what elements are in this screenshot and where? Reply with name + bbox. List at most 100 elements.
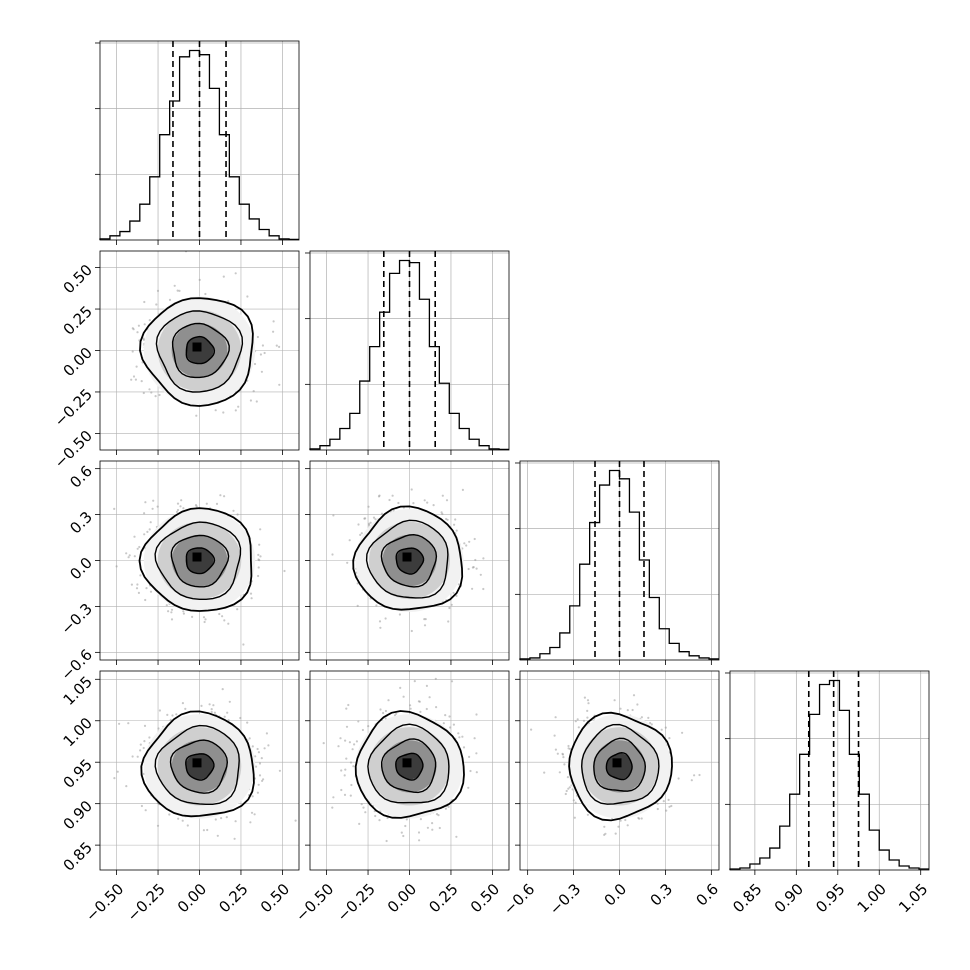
scatter-point — [405, 818, 408, 821]
scatter-point — [157, 727, 160, 730]
scatter-point — [177, 817, 180, 820]
scatter-point — [171, 714, 174, 717]
scatter-point — [576, 718, 579, 721]
scatter-point — [144, 501, 147, 504]
panel-frame — [729, 670, 930, 871]
scatter-point — [344, 768, 347, 771]
scatter-point — [457, 583, 460, 586]
scatter-point — [553, 734, 556, 737]
scatter-point — [455, 835, 458, 838]
scatter-point — [343, 793, 347, 797]
y-tick-label: 1.00 — [60, 714, 96, 750]
scatter-point — [447, 620, 450, 623]
scatter-point — [356, 582, 359, 585]
x-tick-label: 0.90 — [771, 880, 807, 916]
scatter-point — [222, 411, 225, 414]
scatter-point — [125, 552, 128, 555]
scatter-point — [424, 618, 427, 621]
scatter-point — [441, 494, 444, 497]
contour-line — [395, 547, 425, 575]
scatter-point — [444, 714, 447, 717]
scatter-point — [582, 719, 586, 723]
scatter-point — [567, 744, 570, 748]
contour-line — [580, 723, 660, 805]
scatter-point — [234, 820, 237, 823]
scatter-point — [261, 344, 264, 347]
scatter-point — [391, 494, 394, 497]
scatter-point — [463, 542, 466, 545]
scatter-point — [452, 723, 455, 726]
scatter-point — [179, 505, 182, 508]
joint-panel-p1-p3 — [95, 460, 300, 665]
scatter-point — [127, 722, 130, 725]
scatter-point — [223, 619, 226, 622]
x-tick-label: −0.6 — [500, 880, 538, 918]
scatter-point — [136, 755, 139, 758]
scatter-point — [577, 726, 580, 729]
scatter-point — [397, 501, 400, 505]
scatter-point — [242, 643, 245, 646]
scatter-point — [450, 680, 454, 683]
scatter-point — [182, 610, 185, 613]
x-tick-label: 1.00 — [854, 880, 890, 916]
scatter-point — [259, 353, 262, 356]
scatter-point — [133, 555, 136, 558]
scatter-point — [604, 832, 607, 835]
scatter-point — [144, 809, 147, 812]
scatter-point — [170, 608, 174, 611]
density-peak — [402, 758, 412, 768]
scatter-point — [180, 499, 183, 502]
scatter-point — [412, 502, 415, 505]
scatter-point — [258, 543, 261, 546]
scatter-point — [258, 762, 262, 765]
scatter-point — [167, 610, 170, 613]
scatter-point — [250, 811, 254, 814]
scatter-point — [461, 488, 464, 491]
y-tick-label: −0.25 — [51, 385, 96, 430]
scatter-point — [136, 331, 139, 334]
scatter-point — [259, 555, 262, 558]
scatter-point — [234, 272, 237, 275]
joint-content — [520, 671, 719, 870]
scatter-point — [133, 535, 136, 538]
scatter-point — [563, 763, 566, 766]
scatter-point — [278, 769, 281, 772]
scatter-point — [409, 704, 412, 707]
scatter-point — [254, 755, 257, 758]
scatter-point — [234, 409, 237, 412]
scatter-point — [482, 587, 485, 591]
scatter-point — [198, 278, 201, 281]
scatter-point — [359, 533, 362, 537]
scatter-point — [440, 511, 443, 514]
y-tick-label: 0.25 — [60, 302, 96, 338]
scatter-point — [206, 828, 209, 832]
scatter-point — [148, 736, 151, 739]
scatter-point — [400, 831, 403, 834]
scatter-point — [364, 811, 367, 814]
scatter-point — [690, 779, 693, 782]
scatter-point — [221, 688, 224, 691]
scatter-point — [431, 828, 434, 831]
scatter-point — [475, 713, 478, 716]
scatter-point — [565, 789, 568, 793]
scatter-point — [257, 574, 260, 578]
scatter-point — [385, 839, 388, 843]
scatter-point — [583, 696, 587, 699]
scatter-point — [681, 731, 684, 734]
scatter-point — [357, 720, 360, 723]
scatter-point — [131, 327, 134, 330]
scatter-point — [130, 583, 133, 586]
scatter-point — [251, 795, 254, 798]
scatter-point — [252, 390, 255, 393]
scatter-point — [419, 818, 422, 821]
scatter-point — [649, 721, 652, 725]
scatter-point — [453, 523, 456, 526]
scatter-point — [139, 574, 142, 577]
scatter-point — [331, 553, 334, 556]
scatter-point — [210, 708, 213, 711]
scatter-point — [662, 800, 665, 803]
density-peak — [192, 758, 202, 768]
scatter-point — [664, 726, 667, 729]
scatter-point — [468, 540, 471, 543]
scatter-point — [178, 289, 181, 292]
